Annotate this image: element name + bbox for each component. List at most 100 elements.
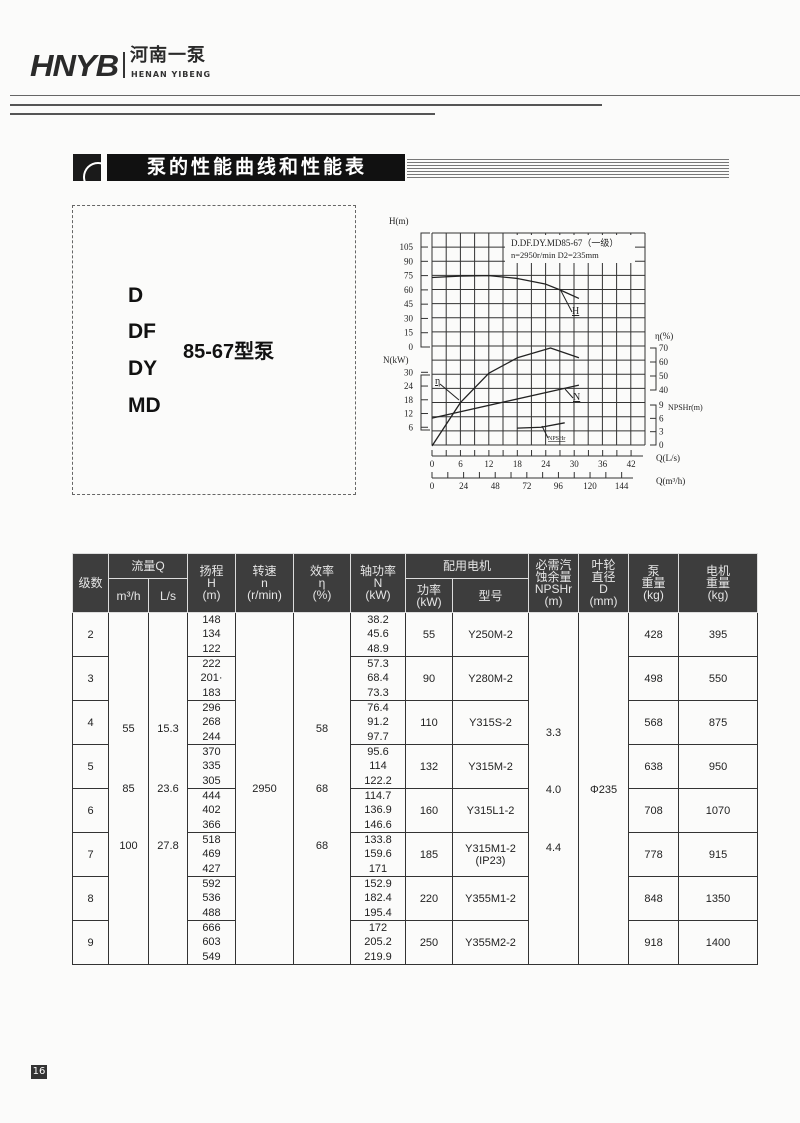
head-cell: 444 402 366 <box>187 788 236 833</box>
npshr-axis-tick-label: 0 <box>659 440 664 450</box>
motor-weight-cell: 950 <box>678 744 759 789</box>
flow-ls-cell: 15.3 23.6 27.8 <box>148 612 188 965</box>
header-rule <box>10 113 435 115</box>
q-axis-label: Q(L/s) <box>656 453 680 463</box>
eta-axis-label: η(%) <box>655 331 673 341</box>
curve-label-0: H <box>572 306 579 317</box>
eta-axis-tick-label: 60 <box>659 357 669 367</box>
eta-axis-tick-label: 50 <box>659 371 669 381</box>
stage-cell: 9 <box>72 920 109 965</box>
shaft-power-cell-value: 205.2 <box>364 936 392 949</box>
h-axis-tick-label: 60 <box>404 285 414 295</box>
shaft-power-cell-value: 73.3 <box>367 686 389 699</box>
q-axis-tick-label: 36 <box>598 459 608 469</box>
motor-power-cell: 90 <box>405 656 453 701</box>
head-cell-value: 335 <box>202 760 221 773</box>
npshr-cell-value: 3.3 <box>545 726 562 739</box>
head-cell-value: 366 <box>202 818 221 831</box>
head-cell-value: 469 <box>202 848 221 861</box>
head-cell-value: 427 <box>202 862 221 875</box>
speed-cell: 2950 <box>235 612 294 965</box>
curve-label-leader <box>439 383 460 401</box>
shaft-power-cell-value: 122.2 <box>364 774 392 787</box>
head-cell-value: 183 <box>202 686 221 699</box>
h-axis-tick-label: 30 <box>404 313 414 323</box>
pump-weight-cell: 918 <box>628 920 680 965</box>
shaft-power-cell-value: 57.3 <box>367 658 389 671</box>
curve-label-leader <box>541 425 549 439</box>
col-motor: 配用电机 <box>404 553 530 579</box>
efficiency-cell: 58 68 68 <box>293 612 351 965</box>
speed-cell-value: 2950 <box>252 782 277 795</box>
head-cell: 296 268 244 <box>187 700 236 745</box>
q2-axis-tick-label: 0 <box>430 481 435 491</box>
shaft-power-cell: 152.9 182.4 195.4 <box>350 876 406 921</box>
q2-axis-tick-label: 144 <box>615 481 629 491</box>
head-cell-value: 488 <box>202 906 221 919</box>
head-cell: 222 201· 183 <box>187 656 236 701</box>
model-box <box>72 205 356 495</box>
shaft-power-cell-value: 195.4 <box>364 906 392 919</box>
pump-weight-cell: 498 <box>628 656 680 701</box>
npshr-axis-tick-label: 9 <box>659 400 664 410</box>
h-axis-tick-label: 45 <box>404 299 414 309</box>
pump-weight-cell: 428 <box>628 612 680 657</box>
pump-weight-cell: 638 <box>628 744 680 789</box>
motor-power-cell: 185 <box>405 832 453 877</box>
head-cell-value: 536 <box>202 892 221 905</box>
shaft-power-cell-value: 68.4 <box>367 672 389 685</box>
shaft-power-cell-value: 114.7 <box>364 790 392 803</box>
shaft-power-cell-value: 159.6 <box>364 848 392 861</box>
shaft-power-cell-value: 171 <box>368 862 388 875</box>
shaft-power-cell: 95.6 114 122.2 <box>350 744 406 789</box>
pump-weight-cell: 708 <box>628 788 680 833</box>
h-axis-tick-label: 105 <box>400 242 414 252</box>
flow-ls-cell-value: 15.3 <box>157 723 179 736</box>
q-axis-tick-label: 42 <box>627 459 636 469</box>
motor-weight-cell: 395 <box>678 612 759 657</box>
head-cell-value: 296 <box>202 702 221 715</box>
shaft-power-cell-value: 136.9 <box>364 804 392 817</box>
motor-weight-cell: 915 <box>678 832 759 877</box>
n-axis-tick-label: 12 <box>404 409 413 419</box>
motor-model-cell: Y315M-2 <box>451 744 530 789</box>
model-dy: DY <box>128 357 158 380</box>
table-row: 9 666 603 549 172 205.2 219.9 250 Y355M2-2 918 140… <box>72 920 759 965</box>
pump-weight-cell: 568 <box>628 700 680 745</box>
head-cell-value: 268 <box>202 716 221 729</box>
q-axis-tick-label: 18 <box>513 459 523 469</box>
h-axis-tick-label: 90 <box>404 256 414 266</box>
table-row: 2 55 85 100 15.3 23.6 27.8 148 134 122 2950 58 68 68 3… <box>72 612 759 965</box>
efficiency-cell-value: 68 <box>315 782 329 795</box>
head-cell-value: 444 <box>202 790 221 803</box>
col-motor-model: 型号 <box>451 578 530 613</box>
motor-power-cell: 55 <box>405 612 453 657</box>
col-npshr: 必需汽 蚀余量 NPSHr (m) <box>528 553 580 613</box>
col-impeller-diameter: 叶轮 直径 D (mm) <box>578 553 630 613</box>
shaft-power-cell-value: 114 <box>369 760 387 773</box>
col-flow-m3h: m³/h <box>108 578 149 613</box>
motor-weight-cell: 1070 <box>678 788 759 833</box>
head-cell-value: 134 <box>202 628 221 641</box>
q2-axis-tick-label: 120 <box>583 481 597 491</box>
stage-cell: 5 <box>72 744 109 789</box>
table-row: 7 518 469 427 133.8 159.6 171 185 Y315M1-2 (IP23… <box>72 832 759 877</box>
npshr-cell-value: 4.4 <box>545 841 562 854</box>
motor-model-cell: Y315M1-2 (IP23) <box>451 832 530 877</box>
table-row: 4 296 268 244 76.4 91.2 97.7 110 Y315S-2 568 875 <box>72 700 759 745</box>
head-cell-value: 592 <box>202 878 221 891</box>
stage-cell: 7 <box>72 832 109 877</box>
q-axis-tick-label: 6 <box>458 459 463 469</box>
col-shaft-power: 轴功率 N (kW) <box>350 553 406 613</box>
series-n-curve <box>431 384 580 419</box>
header-rule <box>10 104 602 106</box>
head-cell-value: 148 <box>202 614 221 627</box>
shaft-power-cell-value: 91.2 <box>367 716 389 729</box>
motor-weight-cell: 1400 <box>678 920 759 965</box>
head-cell-value: 666 <box>202 922 221 935</box>
n-axis-tick-label: 18 <box>404 395 414 405</box>
head-cell-value: 402 <box>202 804 221 817</box>
motor-model-cell: Y280M-2 <box>451 656 530 701</box>
h-axis-tick-label: 0 <box>409 342 414 352</box>
brand-logo: HNYB <box>30 48 119 83</box>
